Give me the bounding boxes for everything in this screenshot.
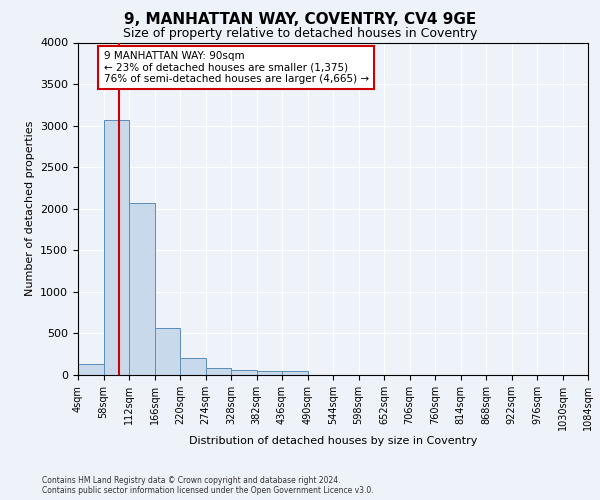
Text: 9 MANHATTAN WAY: 90sqm
← 23% of detached houses are smaller (1,375)
76% of semi-: 9 MANHATTAN WAY: 90sqm ← 23% of detached… — [104, 51, 368, 84]
Bar — [129, 203, 155, 375]
Bar — [231, 370, 257, 375]
Text: Size of property relative to detached houses in Coventry: Size of property relative to detached ho… — [123, 28, 477, 40]
Bar — [206, 368, 231, 375]
Text: Contains HM Land Registry data © Crown copyright and database right 2024.
Contai: Contains HM Land Registry data © Crown c… — [42, 476, 374, 495]
Bar — [282, 371, 308, 375]
Bar — [78, 364, 104, 375]
Y-axis label: Number of detached properties: Number of detached properties — [25, 121, 35, 296]
X-axis label: Distribution of detached houses by size in Coventry: Distribution of detached houses by size … — [189, 436, 477, 446]
Bar — [257, 371, 282, 375]
Text: 9, MANHATTAN WAY, COVENTRY, CV4 9GE: 9, MANHATTAN WAY, COVENTRY, CV4 9GE — [124, 12, 476, 28]
Bar — [104, 120, 129, 375]
Bar — [180, 358, 205, 375]
Bar — [155, 328, 180, 375]
